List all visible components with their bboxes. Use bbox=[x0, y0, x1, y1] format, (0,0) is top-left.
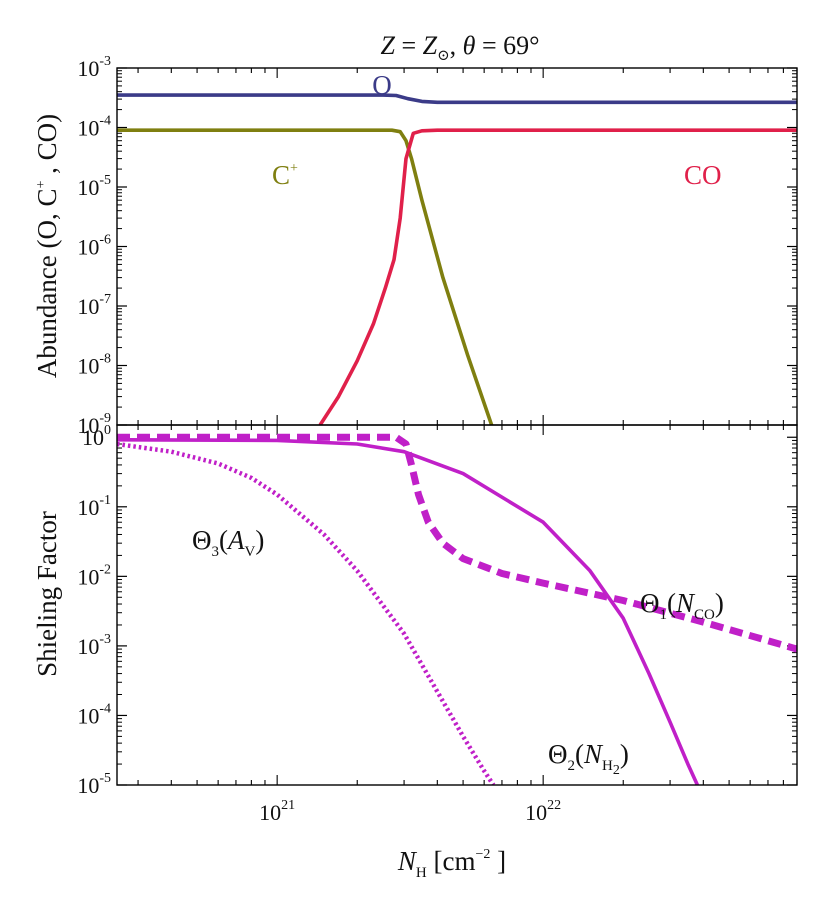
ytick-label-top: 10-3 bbox=[77, 54, 111, 81]
bottom-ylabel: Shieling Factor bbox=[32, 511, 62, 677]
ytick-label-bottom: 10-4 bbox=[77, 701, 111, 728]
axes-frame-top bbox=[116, 67, 798, 426]
ytick-label-bottom: 10-1 bbox=[77, 493, 111, 520]
ytick-label-bottom: 10-3 bbox=[77, 632, 111, 659]
top-ylabel: Abundance (O, C+ , CO) bbox=[32, 114, 62, 378]
axes-frame-bottom bbox=[116, 424, 798, 786]
label-theta1: Θ1(NCO) bbox=[640, 588, 724, 623]
ytick-label-top: 10-6 bbox=[77, 233, 111, 260]
ytick-label-top: 10-9 bbox=[77, 411, 111, 438]
series-line-theta2-n-h2- bbox=[117, 438, 700, 785]
label-CO: CO bbox=[684, 160, 722, 190]
xtick-label: 1022 bbox=[525, 798, 561, 825]
ytick-label-top: 10-7 bbox=[77, 292, 111, 319]
label-theta2: Θ2(NH2) bbox=[548, 739, 629, 778]
series-line-c- bbox=[117, 128, 494, 425]
label-O: O bbox=[372, 70, 392, 100]
series-line-theta1-n-co- bbox=[117, 433, 797, 653]
ytick-label-top: 10-4 bbox=[77, 114, 111, 141]
ytick-label-bottom: 10-2 bbox=[77, 562, 111, 589]
bottom-panel-shielding: 100 10-1 10-2 10-3 10-4 10-5 1021 1022 bbox=[77, 423, 798, 825]
ytick-label-top: 10-8 bbox=[77, 352, 111, 379]
xlabel: NH [cm−2 ] bbox=[397, 846, 506, 881]
series-line-o bbox=[117, 93, 797, 105]
label-theta3: Θ3(AV) bbox=[192, 525, 264, 560]
chart-title: Z = Z⊙, θ = 69° bbox=[380, 31, 539, 64]
xtick-label: 1021 bbox=[259, 798, 295, 825]
series-line-theta3-a-v- bbox=[117, 441, 496, 785]
ytick-label-top: 10-5 bbox=[77, 173, 111, 200]
label-Cplus: C+ bbox=[272, 160, 298, 190]
series-line-co bbox=[318, 128, 797, 425]
ytick-label-bottom: 100 bbox=[82, 423, 111, 450]
top-panel-abundance: 10-3 10-4 10-5 10-6 10-7 10-8 10-9 bbox=[77, 54, 798, 438]
ytick-label-bottom: 10-5 bbox=[77, 771, 111, 798]
